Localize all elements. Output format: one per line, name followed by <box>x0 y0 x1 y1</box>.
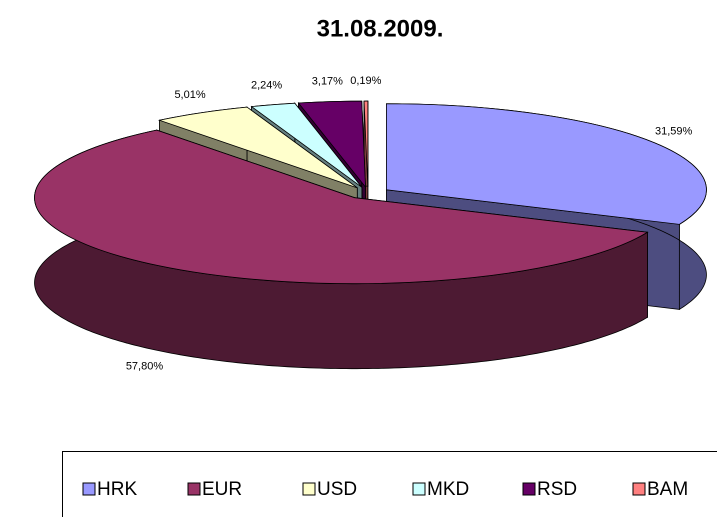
legend-label: HRK <box>97 479 137 500</box>
pie-slice <box>157 106 358 189</box>
legend-swatch <box>632 482 646 496</box>
legend-label: USD <box>317 479 357 500</box>
data-label: 5,01% <box>174 89 205 101</box>
legend-box <box>62 451 717 517</box>
legend-label: RSD <box>537 479 577 500</box>
data-label: 3,17% <box>312 76 343 88</box>
data-label: 0,19% <box>350 75 381 87</box>
data-label: 2,24% <box>251 79 282 91</box>
data-label: 31,59% <box>655 126 693 138</box>
pie-slice <box>250 102 363 188</box>
data-label: 57,80% <box>126 360 164 372</box>
legend-swatch <box>412 482 426 496</box>
legend-swatch <box>82 482 96 496</box>
legend-label: BAM <box>647 479 688 500</box>
pie-slice <box>34 129 649 285</box>
legend-swatch <box>522 482 536 496</box>
pie-slice <box>297 100 367 189</box>
legend-label: EUR <box>202 479 242 500</box>
legend-swatch <box>302 482 316 496</box>
legend-swatch <box>187 482 201 496</box>
pie-slice <box>363 100 369 188</box>
legend-label: MKD <box>427 479 469 500</box>
pie-slice <box>386 103 707 225</box>
legend: HRK EUR USD MKD RSD BAM <box>82 479 688 500</box>
pie <box>34 100 707 370</box>
chart-title: 31.08.2009. <box>317 15 444 42</box>
